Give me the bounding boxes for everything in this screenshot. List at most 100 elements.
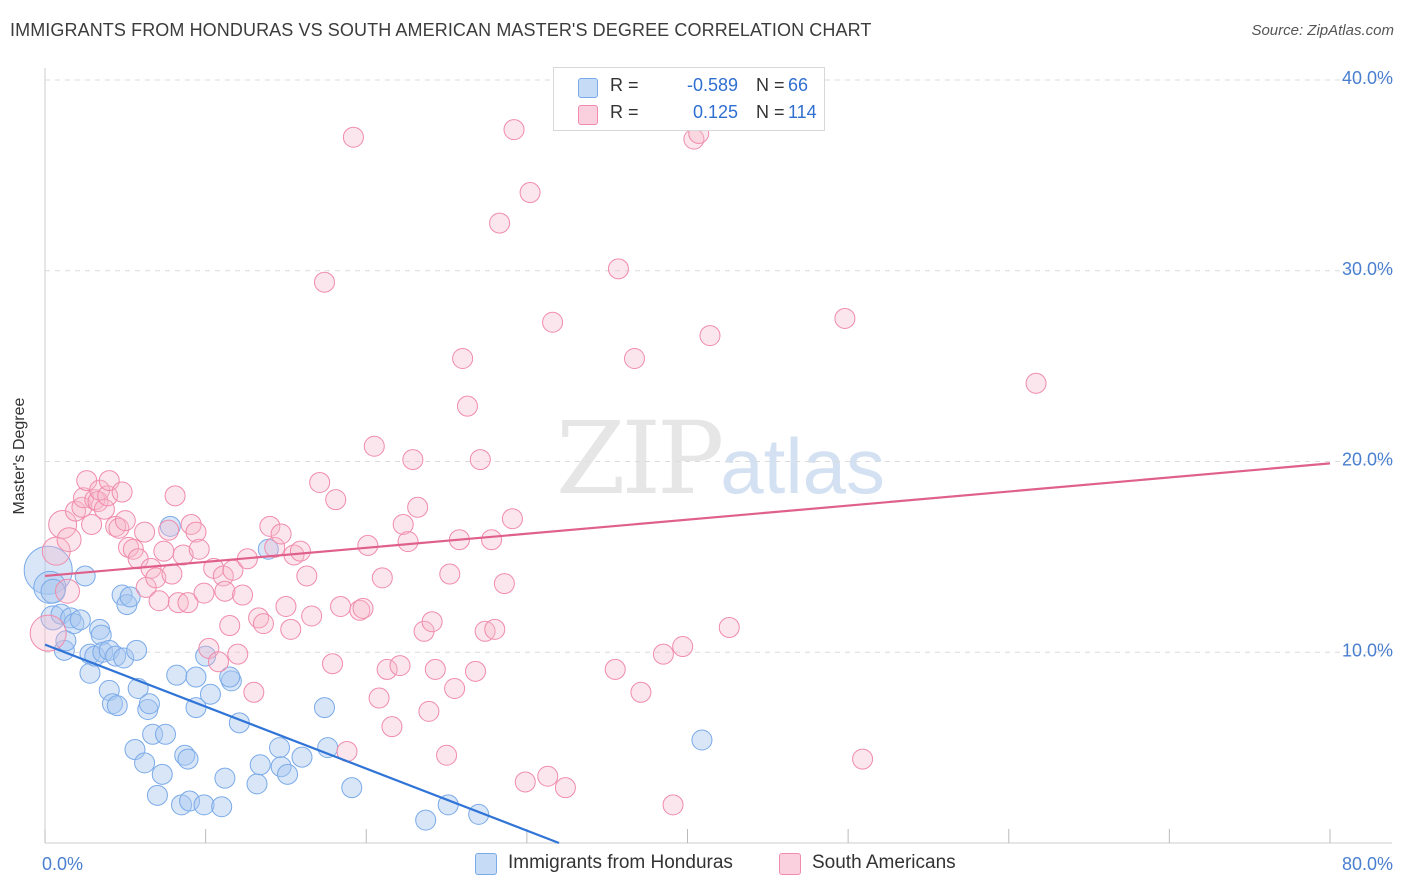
- point-south-americans: [368, 687, 390, 709]
- point-south-americans: [280, 618, 302, 640]
- point-south-americans: [436, 744, 458, 766]
- point-south-americans: [148, 590, 170, 612]
- x-tick-label: 80.0%: [1342, 854, 1393, 874]
- legend-n-value: 114: [788, 102, 817, 122]
- point-south-americans: [718, 616, 740, 638]
- point-honduras: [159, 515, 181, 537]
- point-south-americans: [421, 611, 443, 633]
- point-honduras: [691, 729, 713, 751]
- point-honduras: [219, 666, 241, 688]
- point-south-americans: [275, 595, 297, 617]
- y-tick-label: 20.0%: [1342, 450, 1393, 470]
- point-south-americans: [623, 347, 645, 369]
- point-honduras: [119, 586, 141, 608]
- point-south-americans: [424, 658, 446, 680]
- point-south-americans: [519, 182, 541, 204]
- point-south-americans: [313, 271, 335, 293]
- point-south-americans: [469, 449, 491, 471]
- y-tick-label: 40.0%: [1342, 68, 1393, 88]
- y-tick-label: 30.0%: [1342, 259, 1393, 279]
- bottom-legend-swatch-honduras: [475, 853, 497, 875]
- point-south-americans: [105, 515, 127, 537]
- point-honduras: [199, 683, 221, 705]
- point-south-americans: [418, 700, 440, 722]
- point-honduras: [415, 809, 437, 831]
- point-honduras: [313, 697, 335, 719]
- trend-lines: [44, 462, 1331, 845]
- point-south-americans: [834, 307, 856, 329]
- point-south-americans: [407, 496, 429, 518]
- point-south-americans: [289, 540, 311, 562]
- point-honduras: [269, 737, 291, 759]
- trend-line-honduras: [44, 643, 560, 845]
- chart-source: Source: ZipAtlas.com: [1251, 22, 1394, 39]
- legend-r-label: R =: [610, 102, 639, 122]
- point-south-americans: [29, 614, 67, 652]
- point-honduras: [174, 744, 196, 766]
- point-south-americans: [172, 544, 194, 566]
- point-south-americans: [185, 521, 207, 543]
- point-honduras: [185, 666, 207, 688]
- point-honduras: [193, 794, 215, 816]
- point-south-americans: [542, 311, 564, 333]
- point-south-americans: [652, 643, 674, 665]
- point-honduras: [166, 664, 188, 686]
- point-south-americans: [153, 540, 175, 562]
- point-south-americans: [852, 748, 874, 770]
- point-south-americans: [1025, 372, 1047, 394]
- point-south-americans: [439, 563, 461, 585]
- point-south-americans: [56, 527, 82, 553]
- point-south-americans: [325, 489, 347, 511]
- point-south-americans: [114, 510, 136, 532]
- point-south-americans: [489, 212, 511, 234]
- point-honduras: [154, 723, 176, 745]
- data-points: [23, 119, 1047, 831]
- point-south-americans: [111, 481, 133, 503]
- point-south-americans: [65, 500, 87, 522]
- trend-line-south-americans: [44, 462, 1331, 578]
- watermark: ZIPatlas: [556, 400, 885, 517]
- point-honduras: [177, 748, 199, 770]
- point-honduras: [105, 645, 127, 667]
- legend-r-value: -0.589: [686, 75, 738, 95]
- point-south-americans: [270, 523, 292, 545]
- point-south-americans: [145, 567, 167, 589]
- point-south-americans: [188, 538, 210, 560]
- axes: [44, 68, 1392, 844]
- legend-n-label: N =: [756, 75, 785, 95]
- point-honduras: [214, 767, 236, 789]
- point-south-americans: [381, 716, 403, 738]
- point-honduras: [151, 763, 173, 785]
- point-honduras: [74, 565, 96, 587]
- point-south-americans: [371, 567, 393, 589]
- point-south-americans: [444, 677, 466, 699]
- point-south-americans: [322, 653, 344, 675]
- watermark-zip: ZIP: [556, 400, 724, 517]
- point-south-americans: [259, 515, 281, 537]
- point-south-americans: [392, 513, 414, 535]
- point-south-americans: [662, 794, 684, 816]
- point-honduras: [220, 670, 242, 692]
- legend-n-value: 66: [788, 75, 809, 95]
- y-tick-label: 10.0%: [1342, 640, 1393, 660]
- legend-swatch-south-americans: [578, 105, 598, 125]
- point-south-americans: [604, 658, 626, 680]
- point-south-americans: [309, 471, 331, 493]
- point-south-americans: [264, 536, 286, 558]
- point-south-americans: [81, 513, 103, 535]
- point-honduras: [134, 752, 156, 774]
- point-honduras: [40, 578, 66, 604]
- point-south-americans: [161, 563, 183, 585]
- point-south-americans: [493, 573, 515, 595]
- point-south-americans: [164, 485, 186, 507]
- point-south-americans: [342, 126, 364, 148]
- point-south-americans: [464, 660, 486, 682]
- point-honduras: [111, 584, 133, 606]
- bottom-legend-swatch-south-americans: [779, 853, 801, 875]
- point-south-americans: [514, 771, 536, 793]
- watermark-atlas: atlas: [720, 422, 886, 510]
- tick-labels: 10.0% 20.0% 30.0% 40.0% 0.0% 80.0%: [42, 68, 1393, 874]
- point-south-americans: [672, 636, 694, 658]
- point-south-americans: [177, 592, 199, 614]
- point-south-americans: [54, 578, 80, 604]
